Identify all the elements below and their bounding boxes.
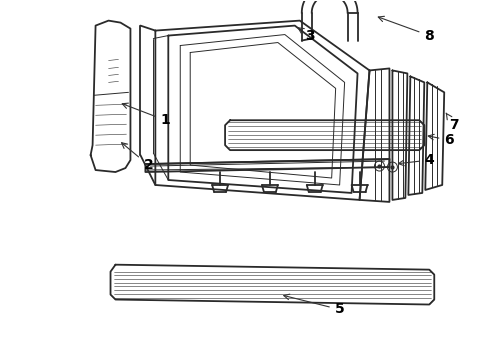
Text: 2: 2 (122, 143, 153, 172)
Text: 4: 4 (398, 153, 434, 167)
Text: 1: 1 (122, 103, 170, 127)
Text: 6: 6 (428, 133, 454, 147)
Text: 8: 8 (378, 16, 434, 42)
Text: 5: 5 (284, 294, 344, 316)
Text: 7: 7 (446, 113, 459, 132)
Text: 3: 3 (298, 28, 315, 42)
